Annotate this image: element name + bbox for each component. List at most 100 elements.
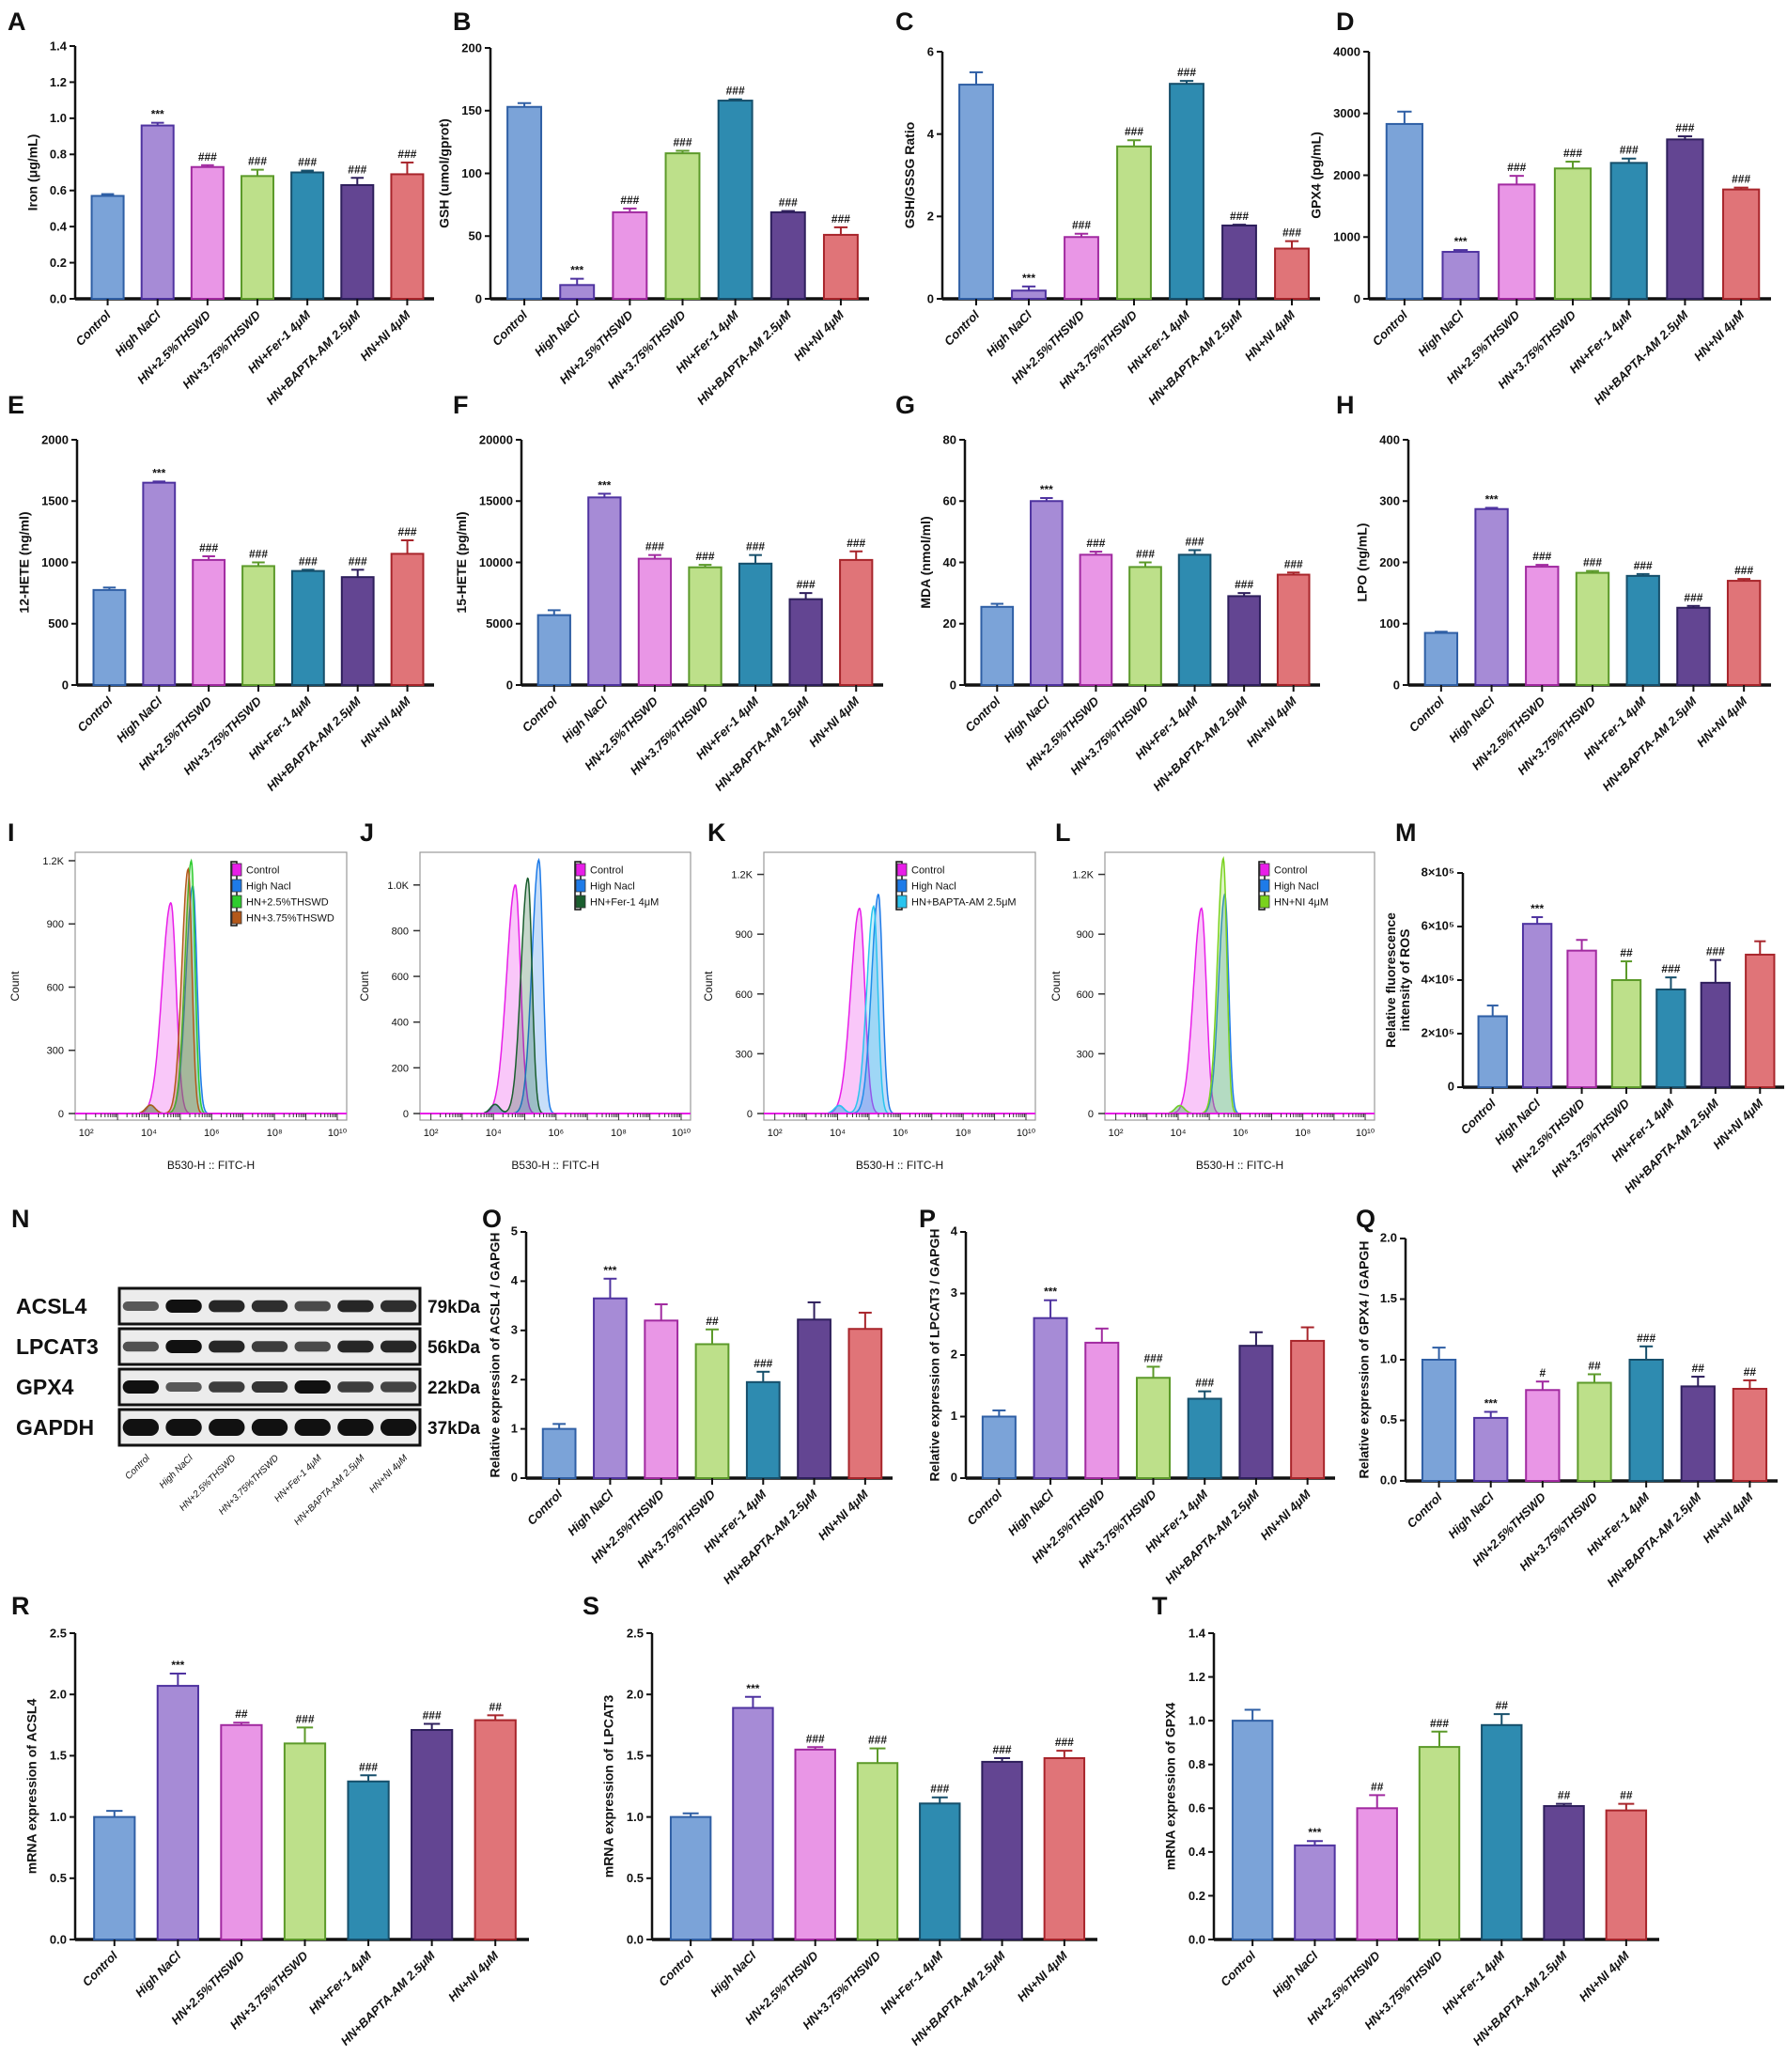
- category-label: HN+NI 4μM: [1015, 1948, 1071, 2004]
- category-label: Control: [941, 307, 983, 349]
- legend-label: High Nacl: [246, 881, 291, 893]
- category-label: HN+NI 4μM: [1700, 1489, 1756, 1546]
- bar: [1064, 236, 1099, 300]
- bar: [1221, 224, 1257, 300]
- bar: [1726, 580, 1762, 687]
- y-axis-label: Relative expression of LPCAT3 / GAPGH: [926, 1229, 941, 1482]
- y-tick-label: 2: [951, 1348, 957, 1362]
- panel-letter: F: [453, 391, 469, 419]
- legend-label: HN+NI 4μM: [1274, 897, 1329, 909]
- protein-label: LPCAT3: [16, 1334, 99, 1359]
- significance-label: ***: [1531, 902, 1544, 915]
- y-tick-label: 600: [1077, 989, 1094, 1001]
- legend-swatch: [896, 863, 908, 877]
- y-tick-label: 4×10⁵: [1422, 973, 1454, 987]
- bar: [847, 1328, 883, 1480]
- y-axis-label: mRNA expression of ACSL4: [24, 1699, 39, 1875]
- panel-letter: P: [919, 1205, 936, 1233]
- bar: [1553, 167, 1593, 300]
- bar: [664, 152, 701, 300]
- significance-label: ###: [397, 148, 416, 161]
- significance-label: ***: [1484, 1396, 1498, 1410]
- y-tick-label: 4: [951, 1224, 958, 1239]
- y-tick-label: 0.0: [50, 291, 67, 305]
- bar: [745, 1380, 781, 1479]
- category-label: High NaCl: [114, 693, 165, 745]
- bar: [142, 481, 177, 686]
- significance-label: ***: [1044, 1285, 1057, 1299]
- y-tick-label: 1.4: [50, 39, 68, 53]
- bar: [1680, 1385, 1716, 1483]
- significance-label: ###: [1675, 121, 1694, 134]
- significance-label: ###: [299, 554, 318, 568]
- significance-label: ***: [1040, 483, 1053, 496]
- x-tick-label: 10⁴: [830, 1128, 846, 1139]
- y-tick-label: 40: [943, 555, 956, 569]
- panel-a: A 0.0 0.2 0.4 0.6 0.8 1.0 1.2 1.4 Control *** High …: [8, 8, 434, 408]
- protein-band: [251, 1300, 288, 1313]
- lane-label: HN+BAPTA-AM 2.5μM: [292, 1453, 367, 1528]
- bar: [1525, 566, 1560, 687]
- bar: [1441, 251, 1480, 300]
- panel-r: R 0.0 0.5 1.0 1.5 2.0 2.5 Control *** High NaCl ##…: [11, 1592, 529, 2049]
- category-label: HN+Fer-1 4μM: [1439, 1948, 1508, 2017]
- y-axis-label: GPX4 (pg/mL): [1309, 132, 1324, 219]
- bar: [1079, 553, 1113, 686]
- y-tick-label: 0.6: [50, 183, 67, 197]
- bar: [559, 284, 596, 301]
- plot-frame: [419, 851, 691, 1121]
- bar: [92, 588, 127, 686]
- significance-label: ###: [1072, 219, 1091, 232]
- y-tick-label: 0.0: [627, 1932, 644, 1946]
- bar: [1030, 500, 1064, 686]
- category-label: Control: [964, 1487, 1005, 1528]
- bar: [474, 1719, 517, 1940]
- category-label: HN+Fer-1 4μM: [306, 1948, 375, 2017]
- bar: [1605, 1809, 1648, 1940]
- panel-n-western-blot: N ACSL4 79kDa LPCAT3 56kDa GPX4 22kDa GAPDH 37kD…: [11, 1205, 480, 1528]
- significance-label: ###: [1661, 962, 1680, 975]
- category-label: HN+BAPTA-AM 2.5μM: [1599, 693, 1700, 794]
- bar: [1566, 949, 1597, 1089]
- panel-letter: N: [11, 1205, 30, 1233]
- bar: [241, 565, 275, 686]
- y-tick-label: 600: [736, 989, 753, 1001]
- significance-label: ###: [930, 1783, 949, 1796]
- bar: [93, 1815, 136, 1940]
- y-tick-label: 2.0: [627, 1688, 644, 1702]
- bar: [797, 1318, 831, 1479]
- x-axis-label: B530-H :: FITC-H: [511, 1159, 598, 1172]
- significance-label: ###: [1684, 591, 1702, 604]
- panel-j: J 10² 10⁴ 10⁶ 10⁸ 10¹⁰ 0 200 400 600 800 1.0K B530-H…: [358, 818, 691, 1172]
- significance-label: ###: [348, 163, 366, 176]
- bar: [587, 496, 622, 687]
- category-label: High NaCl: [112, 307, 163, 359]
- significance-label: ###: [1195, 1377, 1214, 1390]
- category-label: High NaCl: [1445, 1489, 1497, 1541]
- y-tick-label: 0: [951, 1471, 957, 1485]
- significance-label: ###: [359, 1760, 378, 1773]
- legend-swatch: [575, 879, 586, 893]
- protein-band: [337, 1340, 374, 1353]
- bar: [1421, 1359, 1457, 1482]
- bar: [1423, 631, 1459, 686]
- panel-s: S 0.0 0.5 1.0 1.5 2.0 2.5 Control *** High NaCl ##…: [583, 1592, 1097, 2049]
- x-tick-label: 10¹⁰: [328, 1128, 348, 1139]
- bar: [1525, 1389, 1561, 1482]
- category-label: Control: [656, 1948, 697, 1989]
- y-tick-label: 300: [736, 1049, 753, 1060]
- bar: [290, 171, 325, 300]
- x-tick-label: 10¹⁰: [1017, 1128, 1036, 1139]
- y-tick-label: 2: [927, 210, 934, 224]
- legend-label: HN+BAPTA-AM 2.5μM: [911, 897, 1017, 909]
- y-tick-label: 2000: [41, 432, 69, 446]
- y-tick-label: 80: [943, 432, 956, 446]
- y-tick-label: 1.5: [1380, 1291, 1397, 1305]
- significance-label: ###: [779, 196, 798, 210]
- y-tick-label: 20000: [479, 432, 513, 446]
- category-label: HN+NI 4μM: [1577, 1948, 1633, 2004]
- bar: [192, 558, 226, 687]
